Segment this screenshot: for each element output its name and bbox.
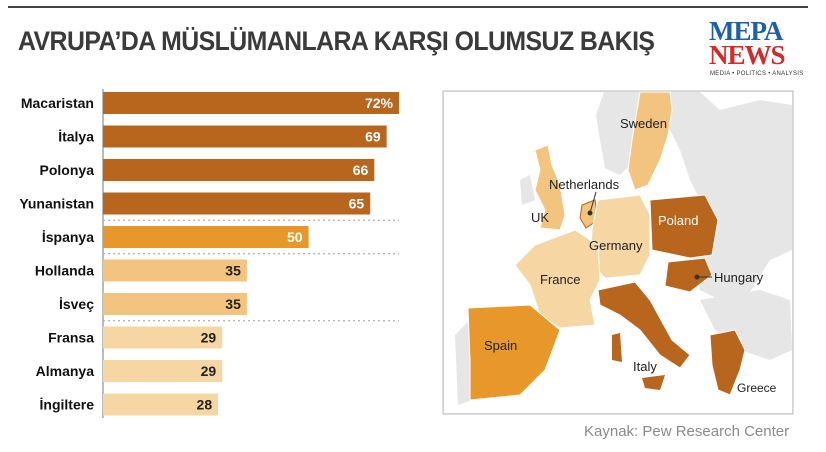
category-label: Fransa (48, 330, 94, 346)
map-poland (649, 194, 719, 259)
map-label-poland: Poland (658, 213, 698, 228)
map-label-uk: UK (531, 210, 549, 225)
category-label: İspanya (42, 229, 94, 245)
hungary-dot (694, 274, 700, 280)
data-label: 50 (287, 229, 303, 245)
map-sweden (627, 91, 673, 191)
map-italy (597, 281, 691, 369)
data-label: 66 (353, 162, 369, 178)
bar (103, 125, 387, 148)
data-label: 35 (225, 296, 241, 312)
logo-line2: NEWS (709, 40, 786, 70)
category-label: Polonya (40, 162, 95, 178)
map-label-hungary: Hungary (714, 270, 764, 285)
data-label: 65 (349, 196, 365, 212)
map-label-spain: Spain (484, 338, 517, 353)
data-label: 72% (365, 95, 394, 111)
map-label-italy: Italy (633, 359, 657, 374)
bar (103, 226, 309, 248)
logo-tagline: MEDIA • POLITICS • ANALYSIS (710, 71, 804, 77)
land-portugal (455, 320, 472, 405)
category-label: İsveç (59, 296, 94, 312)
land-neutral-southeast (700, 290, 792, 360)
map-label-sweden: Sweden (620, 116, 667, 131)
bar (103, 326, 223, 349)
category-label: Hollanda (35, 263, 94, 279)
mepa-news-logo: MEPA NEWS MEDIA • POLITICS • ANALYSIS (709, 18, 805, 84)
bar (103, 192, 371, 215)
map-sardinia (612, 333, 622, 362)
data-label: 69 (365, 129, 381, 145)
map-france (514, 229, 601, 329)
data-label: 35 (225, 263, 241, 279)
map-hungary (664, 257, 713, 293)
category-label: İngiltere (40, 397, 95, 413)
map-sicily (642, 375, 665, 390)
category-label: Yunanistan (19, 196, 94, 212)
data-label: 28 (197, 397, 213, 413)
map-greece (709, 329, 746, 396)
map-label-greece: Greece (737, 381, 777, 395)
data-label: 29 (201, 330, 217, 346)
map-label-netherlands: Netherlands (549, 177, 620, 192)
source-note: Kaynak: Pew Research Center (584, 423, 790, 440)
bar (103, 92, 399, 114)
bar (103, 159, 375, 181)
bar (103, 259, 247, 282)
land-neutral-east (600, 92, 792, 300)
netherlands-dot (587, 210, 593, 216)
chart-title: AVRUPA’DA MÜSLÜMANLARA KARŞI OLUMSUZ BAK… (18, 26, 655, 56)
category-label: İtalya (58, 129, 94, 145)
data-label: 29 (201, 363, 217, 379)
category-label: Macaristan (21, 95, 94, 111)
map-label-france: France (540, 272, 580, 287)
bar (103, 360, 223, 382)
logo-line1: MEPA (709, 16, 783, 46)
netherlands-pointer (589, 191, 597, 214)
map-uk (534, 144, 566, 231)
bar (103, 293, 247, 315)
top-rule (8, 6, 808, 8)
map-spain (467, 304, 561, 401)
map-label-germany: Germany (589, 238, 643, 253)
bar (103, 393, 219, 416)
land-ireland (520, 175, 535, 205)
category-label: Almanya (36, 363, 95, 379)
